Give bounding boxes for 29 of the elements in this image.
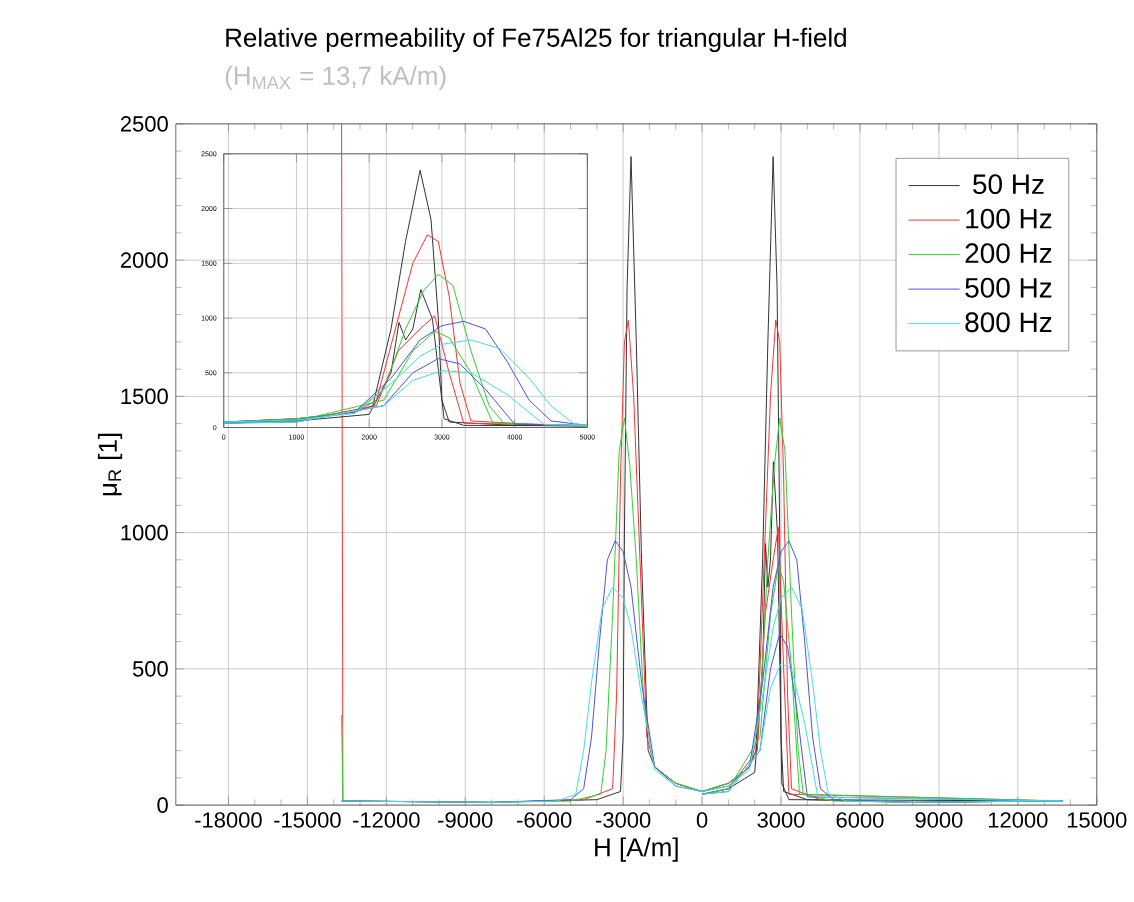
x-axis-title: H [A/m] [595, 837, 678, 863]
legend-label: 200 Hz [965, 243, 1052, 264]
x-tick-label: -12000 [353, 812, 420, 829]
x-tick-label: 12000 [988, 812, 1048, 829]
y-tick-label: 2500 [120, 116, 168, 133]
y-axis-title: μ$_{R}$ [1] [97, 434, 123, 496]
y-tick-label: 500 [132, 661, 168, 678]
legend-label: 100 Hz [966, 209, 1052, 230]
x-tick-label: -9000 [438, 812, 493, 829]
x-tick-label: 15000 [1067, 812, 1127, 829]
line-series [223, 339, 588, 427]
x-tick-label: 3000 [757, 812, 805, 829]
x-tick-label: 9000 [915, 812, 963, 829]
y-tick-label: 1500 [121, 389, 168, 405]
line-series [341, 587, 1064, 804]
x-tick-label: -3000 [596, 812, 651, 829]
x-tick-label: -18000 [195, 812, 262, 829]
legend-label: 50 Hz [973, 174, 1044, 195]
legend-label: 500 Hz [965, 278, 1052, 299]
y-tick-label: 2000 [120, 252, 168, 269]
x-tick-label: -6000 [517, 812, 572, 829]
legend-label: 800 Hz [965, 312, 1052, 333]
x-tick-label: 0 [696, 812, 708, 829]
chart-subtitle: (H$_{MAX}$ = 13,7 kA/m) [225, 66, 446, 91]
x-tick-label: 6000 [836, 812, 884, 829]
x-tick-label: -15000 [274, 812, 341, 829]
chart-title: Relative permeability of Fe75Al25 for triangular H-field [226, 28, 846, 53]
y-tick-label: 0 [157, 797, 168, 814]
y-tick-label: 1000 [121, 525, 168, 541]
